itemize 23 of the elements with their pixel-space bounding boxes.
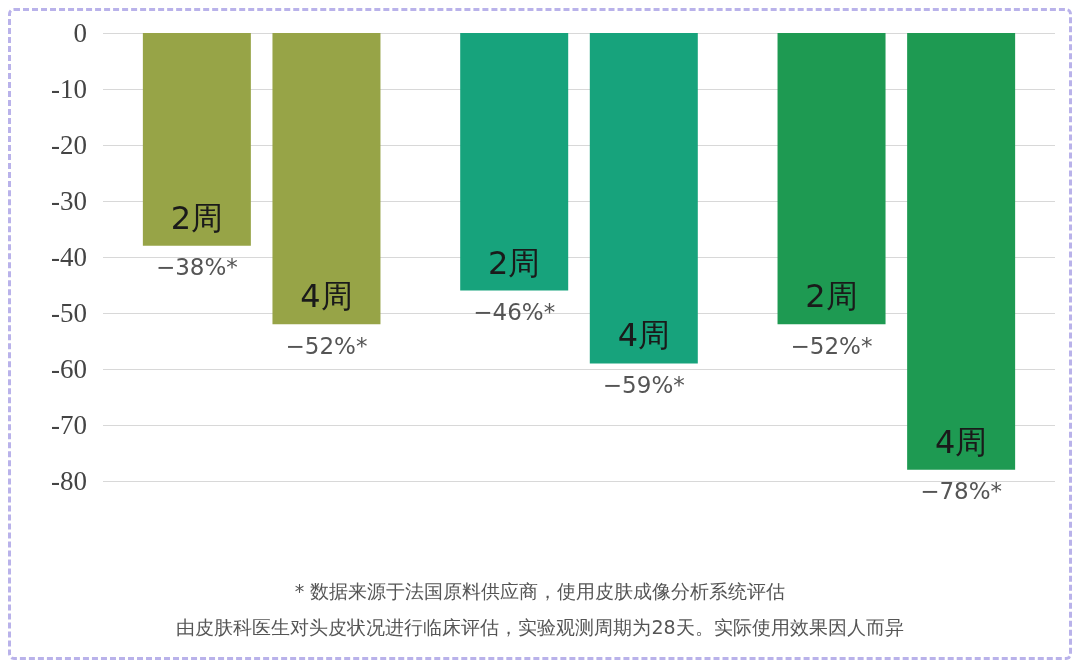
data-label: −78%*: [920, 478, 1003, 505]
data-label: −52%*: [790, 332, 873, 359]
series-label: 4周: [300, 277, 353, 316]
data-label: −52%*: [285, 332, 368, 359]
y-tick-label: -20: [51, 130, 87, 160]
text: 2周: [488, 243, 541, 282]
y-tick-label: -80: [51, 466, 87, 496]
text: * 数据来源于法国原料供应商，使用皮肤成像分析系统评估: [294, 579, 786, 602]
text: 4周: [617, 316, 670, 355]
data-label: −38%*: [155, 254, 238, 281]
data-label: −46%*: [473, 299, 556, 326]
text: 由皮肤科医生对头皮状况进行临床评估，实验观测周期为28天。实际使用效果因人而异: [176, 615, 904, 638]
series-label: 2周: [170, 198, 224, 237]
y-tick-label: -70: [51, 410, 87, 440]
y-tick-label: -30: [51, 186, 87, 216]
text: 2周: [805, 277, 858, 316]
y-tick-label: 0: [73, 18, 87, 48]
data-label: −59%*: [602, 371, 685, 398]
y-tick-label: -60: [51, 354, 87, 384]
y-tick-label: -50: [51, 298, 87, 328]
text: 4周: [934, 422, 988, 461]
y-tick-label: -40: [51, 242, 87, 272]
y-tick-label: -10: [51, 74, 87, 104]
